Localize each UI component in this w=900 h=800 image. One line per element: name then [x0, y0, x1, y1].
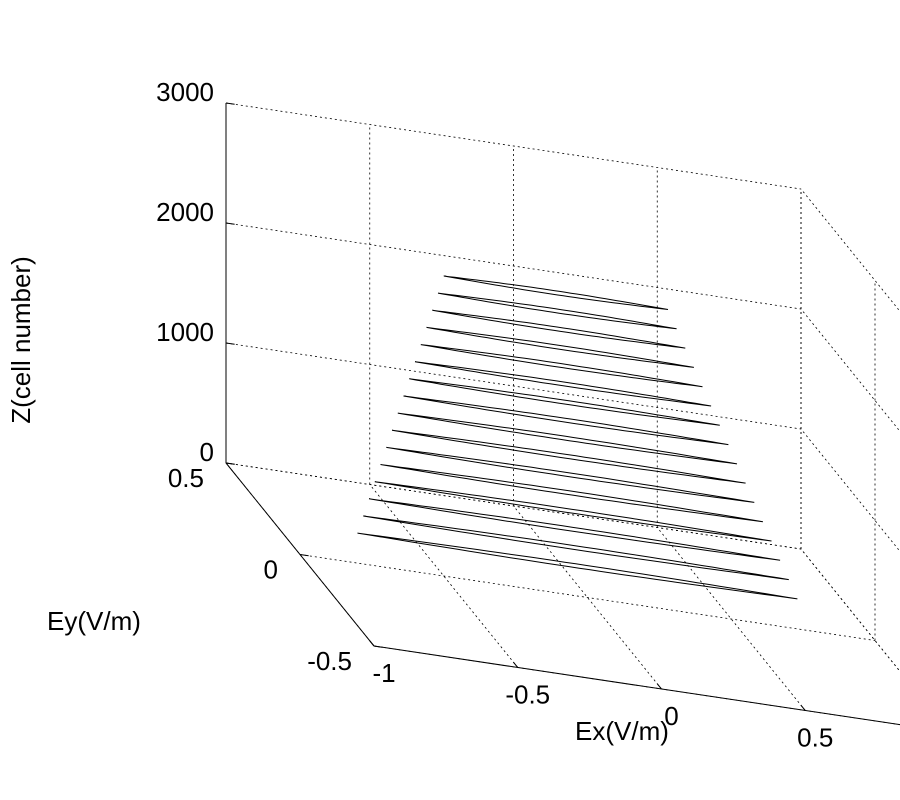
back-wall-grid-line-z: [225, 102, 802, 190]
z-tick-label: 2000: [156, 197, 214, 227]
y-tick-label: -0.5: [307, 646, 352, 676]
back-wall-grid-line-z: [225, 342, 802, 430]
floor-grid-line-x: [800, 548, 900, 673]
x-tick-label: -1: [372, 658, 395, 688]
x-tick-label: 0.5: [797, 723, 833, 753]
z-tick-label: 3000: [156, 77, 214, 107]
floor-grid-line-y: [299, 554, 876, 641]
y-axis-title: Ey(V/m): [47, 606, 141, 636]
right-wall-grid-line-z: [800, 308, 900, 433]
data-trace-15: [443, 275, 669, 310]
axis-lines: [225, 102, 900, 726]
data-trace-13: [432, 309, 686, 349]
floor-grid-line-x: [513, 505, 662, 690]
data-trace-5: [386, 446, 755, 503]
z-tick-mark: [225, 222, 235, 225]
floor-grid-line-x: [369, 484, 519, 668]
data-trace-4: [380, 464, 763, 523]
x-tick-mark: [800, 704, 806, 711]
data-trace-1: [363, 515, 789, 581]
x-tick-mark: [656, 683, 662, 690]
data-trace-6: [391, 429, 746, 484]
z-tick-label: 0: [200, 437, 214, 467]
x-tick-label: 0: [664, 701, 678, 731]
data-trace-2: [368, 498, 781, 561]
data-trace-14: [437, 292, 677, 330]
z-tick-mark: [225, 342, 235, 345]
right-wall-grid-line-z: [800, 548, 900, 673]
x-tick-label: -0.5: [505, 680, 550, 710]
data-trace-0: [357, 532, 798, 600]
data-trace-10: [414, 361, 712, 407]
back-wall-grid-line-z: [225, 462, 802, 550]
data-traces: [357, 275, 798, 600]
z-tick-label: 1000: [156, 317, 214, 347]
data-trace-12: [426, 326, 694, 368]
data-trace-11: [420, 344, 703, 388]
axis-titles: Ex(V/m) Ey(V/m) Z(cell number): [6, 256, 669, 746]
y-tick-label: 0.5: [168, 463, 204, 493]
x-tick-mark: [369, 640, 375, 647]
y-tick-mark: [373, 645, 383, 648]
right-wall-grid-line-z: [800, 188, 900, 313]
data-trace-7: [397, 412, 738, 465]
floor-grid-line-x: [656, 527, 806, 711]
z-tick-mark: [225, 462, 235, 465]
right-wall-grid-line-z: [800, 428, 900, 553]
data-trace-8: [403, 395, 729, 446]
z-tick-mark: [225, 102, 235, 105]
z-axis-title: Z(cell number): [6, 256, 36, 424]
back-wall-grid-line-z: [225, 222, 802, 310]
data-trace-9: [409, 378, 720, 426]
data-trace-3: [374, 481, 772, 542]
x-tick-mark: [512, 661, 519, 668]
y-tick-label: 0: [264, 555, 278, 585]
x-axis-title: Ex(V/m): [575, 716, 669, 746]
y-tick-mark: [299, 554, 309, 557]
